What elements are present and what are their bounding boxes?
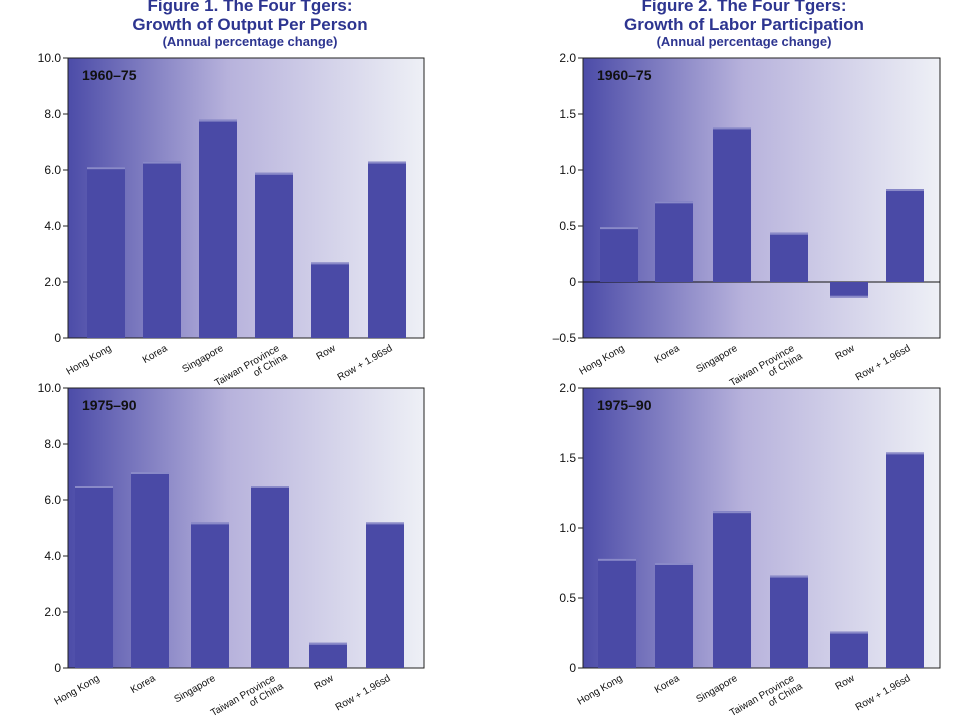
bar-highlight <box>75 486 113 488</box>
bar-highlight <box>713 127 751 130</box>
bar-highlight <box>309 642 347 645</box>
bar <box>830 282 868 298</box>
bar <box>770 575 808 668</box>
bar <box>886 189 924 282</box>
bar-highlight <box>830 295 868 298</box>
y-tick-label: –0.5 <box>553 331 577 345</box>
bar-highlight <box>143 161 181 164</box>
bar <box>309 642 347 668</box>
bar-highlight <box>770 232 808 235</box>
figure-2-title-line2: Growth of Labor Participation <box>624 15 864 34</box>
y-tick-label: 0 <box>569 661 576 675</box>
bar-highlight <box>131 472 169 474</box>
bar <box>143 161 181 338</box>
bar <box>713 127 751 282</box>
y-tick-label: 2.0 <box>559 381 576 395</box>
bar-highlight <box>886 452 924 455</box>
figure-1-title-line1: Figure 1. The Four Tgers: <box>147 0 353 15</box>
plot-frame <box>582 57 941 339</box>
period-label: 1960–75 <box>597 67 652 83</box>
bar-highlight <box>366 522 404 525</box>
bar-highlight <box>598 558 636 561</box>
y-tick-label: 2.0 <box>44 605 61 619</box>
bar-highlight <box>655 201 693 204</box>
bar <box>770 232 808 282</box>
y-tick-label: 4.0 <box>44 219 61 233</box>
period-label: 1960–75 <box>82 67 137 83</box>
bar-highlight <box>770 575 808 578</box>
plot-background <box>68 58 424 338</box>
category-label: Row <box>834 673 857 693</box>
plot-background <box>583 58 940 338</box>
bar-highlight <box>713 511 751 514</box>
bar <box>886 452 924 668</box>
bar <box>713 511 751 668</box>
plot-frame <box>67 387 425 669</box>
bar <box>366 522 404 668</box>
bar <box>251 486 289 668</box>
figure-2-subtitle: (Annual percentage change) <box>656 34 832 49</box>
bar-highlight <box>255 172 293 175</box>
y-tick-label: 6.0 <box>44 163 61 177</box>
plot-frame <box>67 57 425 339</box>
y-tick-label: 2.0 <box>559 51 576 65</box>
bar <box>311 262 349 338</box>
bar-highlight <box>368 161 406 164</box>
period-label: 1975–90 <box>82 397 137 413</box>
y-tick-label: 6.0 <box>44 493 61 507</box>
category-label: Row + 1.96sd <box>854 673 913 713</box>
bar <box>655 201 693 282</box>
bar-highlight <box>655 563 693 565</box>
y-tick-label: 0 <box>54 331 61 345</box>
figure-1-title: Figure 1. The Four Tgers: Growth of Outp… <box>50 0 450 50</box>
bar-highlight <box>191 522 229 525</box>
bar <box>600 227 638 282</box>
period-label: 1975–90 <box>597 397 652 413</box>
y-tick-label: 8.0 <box>44 107 61 121</box>
category-label: Singapore <box>695 673 740 706</box>
y-tick-label: 0.5 <box>559 591 576 605</box>
bar <box>87 167 125 338</box>
y-tick-label: 1.5 <box>559 107 576 121</box>
y-tick-label: 10.0 <box>38 381 62 395</box>
y-tick-label: 1.0 <box>559 163 576 177</box>
y-tick-label: 8.0 <box>44 437 61 451</box>
bar <box>75 486 113 668</box>
y-tick-label: 0 <box>54 661 61 675</box>
plot-background <box>583 388 940 668</box>
y-tick-label: 2.0 <box>44 275 61 289</box>
figure-2-title-line1: Figure 2. The Four Tgers: <box>641 0 847 15</box>
y-tick-label: 0.5 <box>559 219 576 233</box>
y-tick-label: 0 <box>569 275 576 289</box>
figure-1-title-line2: Growth of Output Per Person <box>132 15 368 34</box>
bar <box>598 558 636 668</box>
y-tick-label: 10.0 <box>38 51 62 65</box>
bar-highlight <box>830 631 868 634</box>
bar <box>655 563 693 668</box>
figure-2-title: Figure 2. The Four Tgers: Growth of Labo… <box>528 0 960 50</box>
y-tick-label: 1.0 <box>559 521 576 535</box>
bar-highlight <box>311 262 349 265</box>
bar <box>199 119 237 338</box>
category-label: Hong Kong <box>576 673 625 708</box>
bar <box>191 522 229 668</box>
category-label: Korea <box>653 673 682 696</box>
bar <box>255 172 293 338</box>
bar <box>830 631 868 668</box>
y-tick-label: 1.5 <box>559 451 576 465</box>
bar-highlight <box>251 486 289 488</box>
plot-background <box>68 388 424 668</box>
bar-highlight <box>87 167 125 170</box>
bar-highlight <box>199 119 237 122</box>
figure-1-subtitle: (Annual percentage change) <box>162 34 338 49</box>
y-tick-label: 4.0 <box>44 549 61 563</box>
bar <box>131 472 169 668</box>
bar-highlight <box>600 227 638 230</box>
bar <box>368 161 406 338</box>
bar-highlight <box>886 189 924 192</box>
